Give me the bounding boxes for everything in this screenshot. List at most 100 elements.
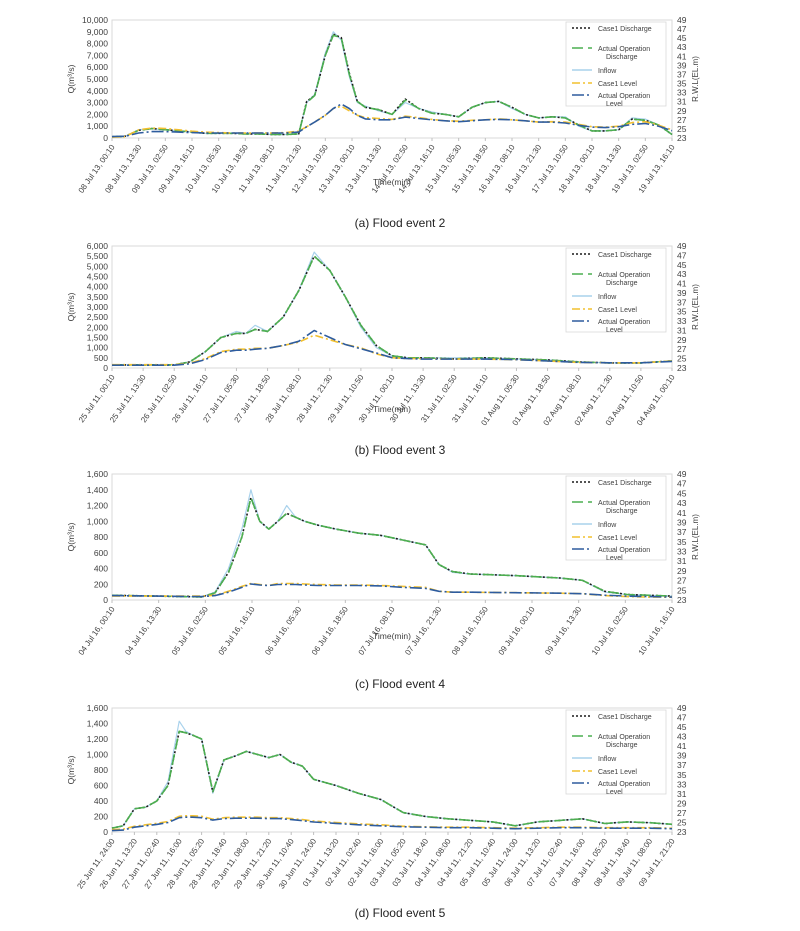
y2-tick-label: 31 [677, 789, 687, 799]
legend: Case1 Discharge Actual Operation Discharge… [565, 475, 667, 562]
legend-box [565, 709, 667, 795]
figure-caption: (c) Flood event 4 [355, 677, 445, 691]
y-axis-title: Q(m³/s) [66, 522, 76, 551]
y-tick-label: 600 [94, 781, 108, 791]
y2-tick-label: 27 [677, 576, 687, 586]
y2-tick-label: 37 [677, 69, 687, 79]
y-axis-title: Q(m³/s) [66, 755, 76, 784]
legend-label: Actual Operation Level [598, 319, 650, 334]
y2-tick-label: 23 [677, 363, 687, 373]
legend-box [565, 21, 667, 107]
y-tick-label: 1,400 [87, 485, 109, 495]
y2-tick-label: 29 [677, 106, 687, 116]
y2-tick-label: 49 [677, 469, 687, 479]
y2-tick-label: 31 [677, 556, 687, 566]
y2-tick-label: 27 [677, 808, 687, 818]
legend-label: Inflow [598, 68, 617, 75]
y-tick-label: 0 [103, 363, 108, 373]
y-tick-label: 1,500 [87, 333, 109, 343]
y2-tick-label: 27 [677, 344, 687, 354]
chart-panel-2: 05001,0001,5002,0002,5003,0003,5004,0004… [66, 241, 700, 457]
legend: Case1 Discharge Actual Operation Discharge… [565, 247, 667, 334]
y2-tick-label: 49 [677, 15, 687, 25]
y2-tick-label: 41 [677, 279, 687, 289]
y2-tick-label: 43 [677, 732, 687, 742]
y-tick-label: 800 [94, 532, 108, 542]
y2-tick-label: 29 [677, 335, 687, 345]
y2-tick-label: 27 [677, 115, 687, 125]
legend-label: Actual Operation Level [598, 93, 650, 108]
x-tick-label: 09 Jul 16, 00:10 [497, 605, 537, 657]
x-tick-label: 06 Jul 16, 18:50 [310, 605, 350, 657]
legend-label: Actual Operation Discharge [598, 272, 650, 287]
y2-tick-label: 29 [677, 798, 687, 808]
y2-tick-label: 29 [677, 566, 687, 576]
x-tick-label: 05 Jul 16, 16:10 [217, 605, 257, 657]
legend-label: Case1 Discharge [598, 26, 652, 33]
legend-box [565, 475, 667, 561]
y2-tick-label: 45 [677, 722, 687, 732]
y2-tick-label: 25 [677, 817, 687, 827]
y-tick-label: 1,200 [87, 501, 109, 511]
series-line-actual-level [111, 816, 673, 832]
x-tick-label: 09 Jul 16, 13:30 [543, 605, 583, 657]
y-tick-label: 2,000 [87, 109, 109, 119]
legend-label: Case1 Level [598, 769, 637, 776]
x-axis-title: Time(min) [373, 177, 411, 187]
y-tick-label: 0 [103, 827, 108, 837]
y2-tick-label: 43 [677, 42, 687, 52]
figure-caption: (b) Flood event 3 [355, 443, 446, 457]
y2-tick-label: 37 [677, 527, 687, 537]
y2-tick-label: 47 [677, 479, 687, 489]
legend-label: Actual Operation Level [598, 781, 650, 796]
y2-tick-label: 49 [677, 241, 687, 251]
y-tick-label: 200 [94, 812, 108, 822]
y-tick-label: 1,600 [87, 703, 109, 713]
y-tick-label: 1,400 [87, 719, 109, 729]
y2-tick-label: 35 [677, 307, 687, 317]
y-tick-label: 1,000 [87, 121, 109, 131]
legend-label: Case1 Level [598, 307, 637, 314]
y2-tick-label: 25 [677, 585, 687, 595]
y2-tick-label: 33 [677, 547, 687, 557]
y2-tick-label: 31 [677, 97, 687, 107]
y-tick-label: 5,500 [87, 251, 109, 261]
y-tick-label: 800 [94, 765, 108, 775]
series-line-actual-discharge [112, 255, 673, 366]
x-tick-label: 08 Jul 16, 10:50 [450, 605, 490, 657]
y-tick-label: 4,500 [87, 272, 109, 282]
y-tick-label: 2,500 [87, 312, 109, 322]
y2-tick-label: 41 [677, 741, 687, 751]
y2-tick-label: 23 [677, 827, 687, 837]
plot-area [111, 707, 673, 833]
series-line-actual-level [111, 103, 673, 138]
series-line-actual-discharge [111, 730, 673, 829]
y2-tick-label: 23 [677, 133, 687, 143]
series-line-actual-discharge [111, 496, 673, 598]
y-tick-label: 3,000 [87, 302, 109, 312]
y2-tick-label: 43 [677, 269, 687, 279]
y2-tick-label: 35 [677, 537, 687, 547]
x-tick-label: 04 Jul 16, 00:10 [77, 605, 117, 657]
legend-label: Case1 Discharge [598, 252, 652, 259]
y2-tick-label: 45 [677, 488, 687, 498]
legend-label: Actual Operation Discharge [598, 734, 650, 749]
y2-axis-title: R.W.L(EL.m) [691, 56, 700, 102]
y-tick-label: 7,000 [87, 50, 109, 60]
y-tick-label: 10,000 [82, 15, 108, 25]
y2-tick-label: 39 [677, 60, 687, 70]
y2-axis-title: R.W.L(EL.m) [691, 514, 700, 560]
y2-tick-label: 45 [677, 260, 687, 270]
y-tick-label: 3,500 [87, 292, 109, 302]
y-tick-label: 1,000 [87, 750, 109, 760]
y-axis-title: Q(m³/s) [66, 292, 76, 321]
x-tick-label: 06 Jul 16, 05:30 [263, 605, 303, 657]
legend-label: Actual Operation Discharge [598, 500, 650, 515]
y2-tick-label: 33 [677, 779, 687, 789]
x-tick-label: 04 Jul 16, 13:30 [123, 605, 163, 657]
x-tick-label: 05 Jul 16, 02:50 [170, 605, 210, 657]
figure-caption: (d) Flood event 5 [355, 906, 446, 920]
y2-tick-label: 35 [677, 770, 687, 780]
